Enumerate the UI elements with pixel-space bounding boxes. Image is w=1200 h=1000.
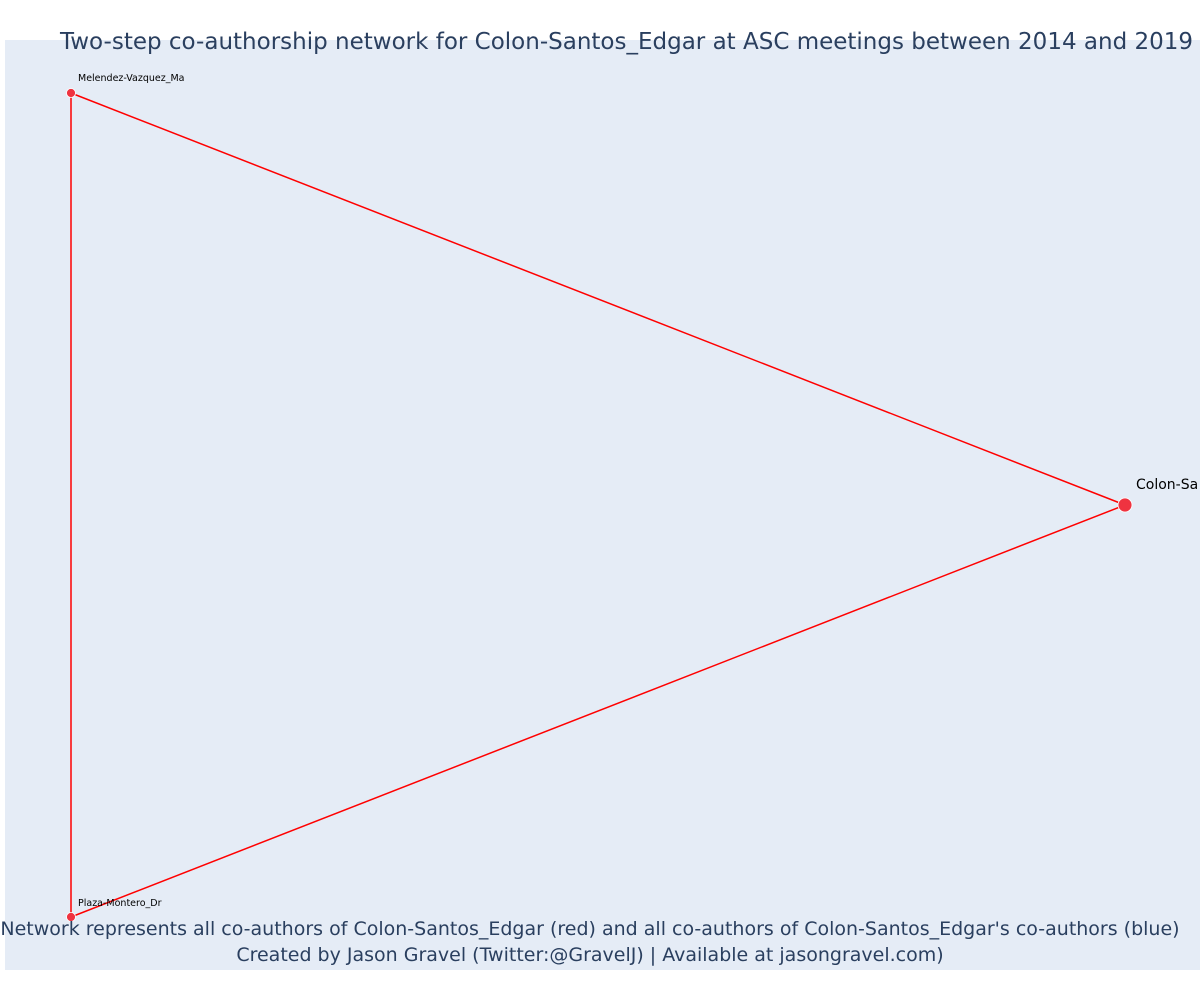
node-label-colon: Colon-Sa <box>1136 477 1199 493</box>
edge-melendez-colon <box>70 92 1126 506</box>
node-plaza[interactable] <box>66 912 76 922</box>
annotation-line-2: Created by Jason Gravel (Twitter:@Gravel… <box>236 944 944 966</box>
annotation-line-1: Network represents all co-authors of Col… <box>0 918 1180 940</box>
node-label-melendez: Melendez-Vazquez_Ma <box>78 73 185 84</box>
node-melendez[interactable] <box>66 88 76 98</box>
node-colon[interactable] <box>1117 497 1133 513</box>
node-label-plaza: Plaza-Montero_Dr <box>78 898 162 909</box>
figure-title: Two-step co-authorship network for Colon… <box>60 29 1194 55</box>
edge-layer <box>70 92 1126 918</box>
plot-area <box>5 40 1200 970</box>
node-layer <box>66 88 1133 922</box>
edge-plaza-colon <box>70 504 1126 918</box>
